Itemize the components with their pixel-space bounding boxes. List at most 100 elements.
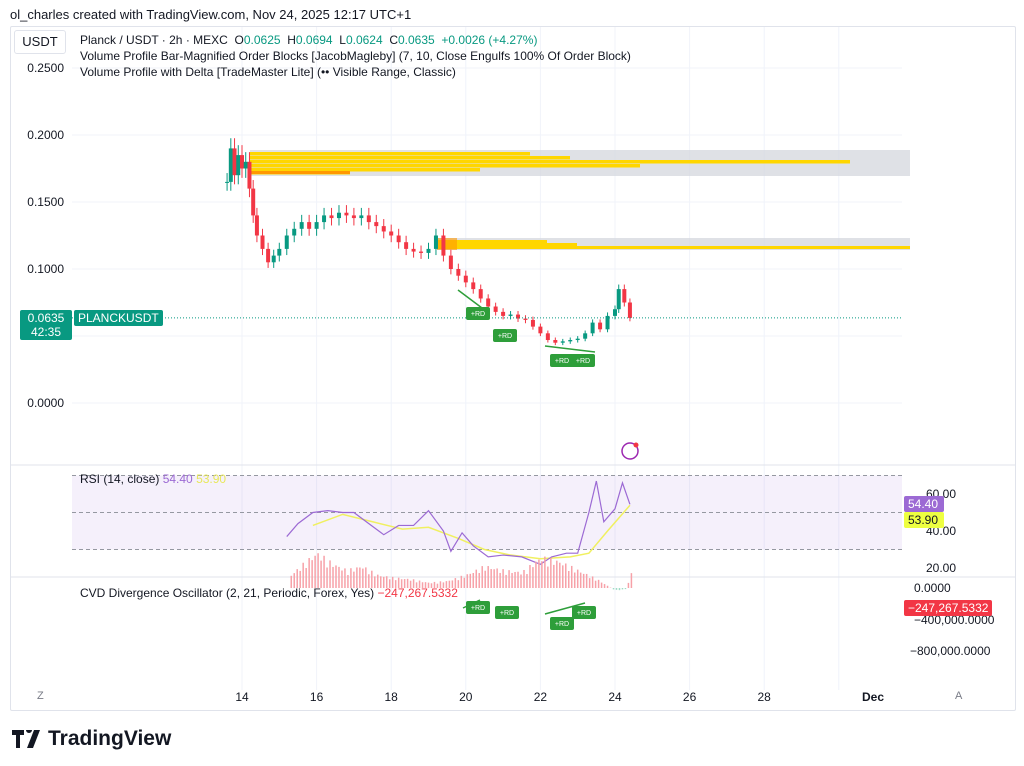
rsi-line: [286, 480, 631, 565]
divergence-badge: [571, 354, 595, 367]
cvd-tick: −400,000.0000: [914, 613, 995, 627]
divergence-badge: [550, 354, 574, 367]
tradingview-logo[interactable]: TradingView: [12, 727, 171, 751]
indicator-legend-2[interactable]: Volume Profile with Delta [TradeMaster L…: [80, 65, 456, 79]
log-scale-button[interactable]: Z: [37, 690, 44, 702]
cvd-bar: [305, 568, 307, 588]
time-tick: 16: [309, 690, 324, 704]
volume-profile-bar: [437, 238, 457, 250]
candle: [590, 322, 595, 334]
cvd-bar: [502, 569, 504, 588]
candle: [486, 298, 491, 307]
divergence-badge: [495, 606, 519, 619]
cvd-bar: [299, 570, 301, 588]
cvd-bar: [377, 574, 379, 588]
candle: [232, 148, 237, 176]
cvd-bar: [314, 555, 316, 588]
auto-scale-button[interactable]: A: [955, 690, 963, 702]
candle: [448, 255, 453, 269]
high-label: H: [287, 33, 296, 47]
cvd-bar: [481, 566, 483, 588]
price-tick: 0.2500: [27, 61, 64, 75]
candle: [381, 226, 386, 232]
price-tick: 0.1500: [27, 195, 64, 209]
candle: [344, 212, 349, 216]
candle: [228, 148, 233, 182]
time-tick: 22: [533, 690, 548, 704]
cvd-bar: [326, 567, 328, 588]
cvd-bar: [588, 578, 591, 588]
cvd-legend[interactable]: CVD Divergence Oscillator (2, 21, Period…: [80, 586, 458, 600]
divergence-badge: [572, 606, 596, 619]
cvd-tick: −800,000.0000: [910, 644, 991, 658]
candle: [575, 338, 580, 341]
cvd-bar: [463, 577, 466, 588]
close-value: 0.0635: [398, 33, 435, 47]
cvd-bar: [418, 580, 421, 588]
cvd-bar: [469, 573, 472, 588]
cvd-bar: [490, 569, 492, 588]
cvd-bar: [505, 574, 507, 588]
cvd-bar: [582, 573, 585, 588]
price-tick: 0.1000: [27, 262, 64, 276]
volume-profile-bar: [250, 156, 570, 160]
cvd-bar: [388, 579, 391, 588]
currency-button[interactable]: USDT: [14, 30, 66, 54]
volume-profile-bar: [250, 171, 350, 174]
time-tick: 28: [757, 690, 771, 704]
candle: [613, 309, 617, 316]
candle: [553, 340, 558, 343]
cvd-bar: [433, 581, 436, 588]
candle: [240, 155, 244, 169]
tradingview-logo-icon: [12, 730, 40, 748]
cvd-bar: [532, 567, 534, 588]
candle: [254, 215, 259, 236]
candle: [366, 215, 371, 223]
cvd-bar: [329, 560, 331, 588]
cvd-bar: [320, 560, 322, 588]
rsi-legend[interactable]: RSI (14, close) 54.40 53.90: [80, 472, 226, 486]
close-label: C: [389, 33, 398, 47]
event-dot: [633, 442, 639, 448]
candle: [374, 222, 379, 227]
cvd-bar: [451, 580, 454, 588]
cvd-bar: [391, 576, 394, 588]
divergence-badge: [493, 329, 517, 342]
cvd-bar: [406, 578, 409, 588]
candle: [307, 222, 312, 229]
cvd-bar: [466, 574, 469, 588]
volume-profile-bar: [250, 168, 480, 172]
candle: [627, 302, 632, 318]
divergence-label: +RD: [555, 621, 569, 628]
cvd-bar: [421, 582, 424, 588]
cvd-bar: [579, 572, 582, 588]
candle: [404, 242, 409, 249]
candle: [605, 315, 610, 330]
candle: [493, 306, 498, 312]
cvd-bar: [514, 571, 516, 588]
open-value: 0.0625: [243, 33, 281, 47]
volume-profile-bar: [250, 152, 530, 156]
time-tick: 18: [384, 690, 398, 704]
rsi-title: RSI (14, close): [80, 472, 160, 486]
time-tick: Dec: [861, 690, 885, 704]
chart-credit: ol_charles created with TradingView.com,…: [10, 7, 412, 22]
cvd-bar: [585, 573, 588, 588]
price-tick: 0.0000: [27, 396, 64, 410]
indicator-legend-1[interactable]: Volume Profile Bar-Magnified Order Block…: [80, 49, 631, 63]
cvd-bar: [385, 576, 388, 588]
divergence-badge: [550, 617, 574, 630]
cvd-bar: [368, 574, 370, 588]
cvd-bar: [415, 582, 418, 588]
bar-countdown: 42:35: [30, 325, 62, 339]
cvd-bar: [400, 579, 403, 588]
candle: [292, 228, 297, 236]
symbol-tag: PLANCKUSDT: [74, 310, 163, 326]
symbol-name[interactable]: Planck / USDT · 2h · MEXC: [80, 33, 228, 47]
candle: [538, 326, 543, 334]
cvd-bar: [335, 565, 337, 588]
candle: [271, 255, 276, 263]
divergence-label: +RD: [471, 311, 485, 318]
last-price-value: 0.0635: [27, 311, 65, 325]
